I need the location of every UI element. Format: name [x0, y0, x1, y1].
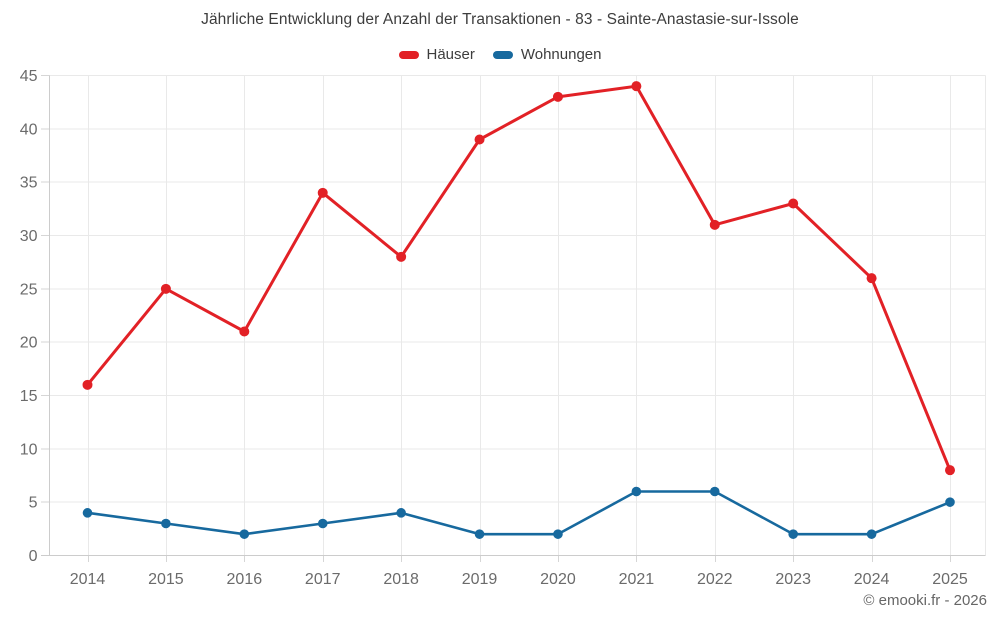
legend-swatch-haeuser-icon: [398, 50, 419, 59]
x-axis-tick-label: 2020: [540, 571, 576, 588]
y-axis-tick-label: 45: [20, 68, 38, 85]
series-line: [86, 84, 952, 472]
data-point[interactable]: [239, 326, 250, 337]
data-point[interactable]: [945, 497, 955, 507]
series-line: [86, 490, 952, 536]
data-point[interactable]: [631, 81, 642, 92]
legend: Häuser Wohnungen: [0, 46, 1000, 63]
x-axis-tick-label: 2025: [932, 571, 968, 588]
data-point[interactable]: [945, 465, 955, 476]
legend-label-wohnungen: Wohnungen: [520, 46, 602, 63]
data-point[interactable]: [239, 529, 250, 539]
copyright-text: © emooki.fr - 2026: [863, 592, 987, 609]
y-axis-tick-label: 30: [20, 228, 38, 245]
legend-label-haeuser: Häuser: [426, 46, 475, 63]
y-axis-tick-label: 0: [29, 548, 38, 565]
data-point[interactable]: [631, 486, 642, 497]
y-axis-tick-label: 10: [20, 441, 38, 458]
x-axis-tick-label: 2019: [462, 571, 498, 588]
data-point[interactable]: [788, 198, 799, 209]
x-axis-tick-label: 2021: [619, 571, 655, 588]
x-axis-tick-label: 2018: [383, 571, 419, 588]
data-point[interactable]: [709, 486, 720, 497]
y-axis-tick-label: 5: [29, 495, 38, 512]
data-point[interactable]: [160, 283, 171, 294]
data-point[interactable]: [788, 529, 798, 539]
data-point[interactable]: [161, 518, 171, 529]
data-point[interactable]: [474, 134, 485, 145]
series-häuser: [82, 81, 955, 476]
data-point[interactable]: [709, 219, 720, 230]
legend-swatch-wohnungen-icon: [492, 50, 513, 59]
data-point[interactable]: [553, 529, 563, 539]
legend-item-wohnungen[interactable]: Wohnungen: [492, 46, 602, 63]
data-point[interactable]: [82, 379, 93, 390]
y-axis-tick-label: 35: [20, 175, 38, 192]
data-point[interactable]: [317, 518, 328, 529]
x-axis-tick-label: 2024: [854, 571, 890, 588]
x-axis-tick-label: 2016: [227, 571, 263, 588]
data-point[interactable]: [866, 273, 877, 284]
y-axis-tick-label: 25: [20, 281, 38, 298]
x-axis-tick-label: 2023: [775, 571, 811, 588]
x-axis-tick-label: 2017: [305, 571, 341, 588]
x-axis-tick-label: 2015: [148, 571, 184, 588]
data-point[interactable]: [552, 91, 563, 102]
data-point[interactable]: [396, 251, 407, 262]
data-point[interactable]: [396, 508, 406, 518]
y-axis-tick-label: 20: [20, 335, 38, 352]
x-axis-tick-label: 2014: [70, 571, 106, 588]
data-point[interactable]: [866, 529, 877, 539]
x-axis-tick-label: 2022: [697, 571, 733, 588]
data-point[interactable]: [82, 508, 93, 518]
legend-item-haeuser[interactable]: Häuser: [398, 46, 475, 63]
series-wohnungen: [82, 486, 955, 539]
chart-title: Jährliche Entwicklung der Anzahl der Tra…: [201, 11, 799, 28]
y-axis-tick-label: 40: [20, 121, 38, 138]
data-point[interactable]: [317, 187, 328, 198]
y-axis-tick-label: 15: [20, 388, 38, 405]
data-point[interactable]: [474, 529, 485, 539]
